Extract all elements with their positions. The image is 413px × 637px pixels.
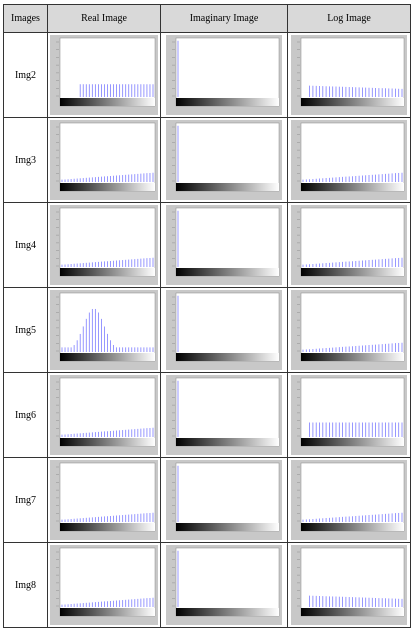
histogram-thumbnail xyxy=(50,460,158,540)
gray-bar xyxy=(301,183,404,191)
histogram-thumbnail xyxy=(291,375,407,455)
image-cell xyxy=(47,457,161,543)
row-label: Img4 xyxy=(3,202,48,288)
plot-area xyxy=(175,207,280,277)
image-cell xyxy=(47,287,161,373)
image-cell xyxy=(160,457,288,543)
gray-bar xyxy=(301,438,404,446)
gray-bar xyxy=(176,523,279,531)
histogram-thumbnail xyxy=(166,290,282,370)
histogram-thumbnail xyxy=(50,35,158,115)
histogram-thumbnail xyxy=(50,545,158,625)
table-body: Img2 Img3 Img4 Img5 Img6 Img7 Img8 xyxy=(3,32,411,628)
image-cell xyxy=(160,32,288,118)
histogram-thumbnail xyxy=(50,120,158,200)
histogram-thumbnail xyxy=(291,545,407,625)
table-row: Img3 xyxy=(3,117,411,203)
plot-area xyxy=(175,547,280,617)
table-row: Img8 xyxy=(3,542,411,628)
row-label: Img6 xyxy=(3,372,48,458)
image-cell xyxy=(47,117,161,203)
column-header: Images xyxy=(3,4,48,33)
gray-bar xyxy=(176,268,279,276)
gray-bar xyxy=(60,438,155,446)
table-row: Img2 xyxy=(3,32,411,118)
histogram-thumbnail xyxy=(166,460,282,540)
gray-bar xyxy=(301,98,404,106)
row-label: Img7 xyxy=(3,457,48,543)
histogram-thumbnail xyxy=(50,375,158,455)
histogram-thumbnail xyxy=(291,120,407,200)
histogram-thumbnail xyxy=(291,290,407,370)
image-cell xyxy=(287,32,411,118)
gray-bar xyxy=(176,183,279,191)
table-row: Img7 xyxy=(3,457,411,543)
column-header: Imaginary Image xyxy=(160,4,288,33)
gray-bar xyxy=(60,183,155,191)
plot-area xyxy=(175,122,280,192)
histogram-thumbnail xyxy=(166,375,282,455)
table-row: Img6 xyxy=(3,372,411,458)
gray-bar xyxy=(301,523,404,531)
image-cell xyxy=(47,202,161,288)
gray-bar xyxy=(176,353,279,361)
header-row: Images Real Image Imaginary Image Log Image xyxy=(3,4,411,33)
gray-bar xyxy=(176,438,279,446)
gray-bar xyxy=(176,98,279,106)
image-cell xyxy=(47,372,161,458)
image-cell xyxy=(160,117,288,203)
image-cell xyxy=(287,202,411,288)
gray-bar xyxy=(60,523,155,531)
gray-bar xyxy=(60,608,155,616)
gray-bar xyxy=(301,608,404,616)
plot-area xyxy=(175,292,280,362)
image-cell xyxy=(287,457,411,543)
table-row: Img5 xyxy=(3,287,411,373)
gray-bar xyxy=(301,353,404,361)
gray-bar xyxy=(301,268,404,276)
histogram-thumbnail xyxy=(166,120,282,200)
histogram-thumbnail xyxy=(291,205,407,285)
row-label: Img3 xyxy=(3,117,48,203)
histogram-table: Images Real Image Imaginary Image Log Image… xyxy=(3,4,411,628)
plot-area xyxy=(175,37,280,107)
plot-area xyxy=(300,547,405,617)
histogram-thumbnail xyxy=(291,460,407,540)
image-cell xyxy=(47,32,161,118)
row-label: Img5 xyxy=(3,287,48,373)
column-header: Log Image xyxy=(287,4,411,33)
image-cell xyxy=(287,287,411,373)
gray-bar xyxy=(60,268,155,276)
plot-area xyxy=(175,377,280,447)
row-label: Img2 xyxy=(3,32,48,118)
column-header: Real Image xyxy=(47,4,161,33)
histogram-thumbnail xyxy=(166,35,282,115)
image-cell xyxy=(287,372,411,458)
image-cell xyxy=(160,372,288,458)
histogram-thumbnail xyxy=(50,205,158,285)
image-cell xyxy=(287,542,411,628)
image-cell xyxy=(47,542,161,628)
gray-bar xyxy=(176,608,279,616)
plot-area xyxy=(175,462,280,532)
histogram-thumbnail xyxy=(166,545,282,625)
image-cell xyxy=(160,542,288,628)
image-cell xyxy=(160,202,288,288)
gray-bar xyxy=(60,353,155,361)
histogram-thumbnail xyxy=(291,35,407,115)
image-cell xyxy=(287,117,411,203)
gray-bar xyxy=(60,98,155,106)
table-row: Img4 xyxy=(3,202,411,288)
image-cell xyxy=(160,287,288,373)
histogram-thumbnail xyxy=(166,205,282,285)
histogram-thumbnail xyxy=(50,290,158,370)
row-label: Img8 xyxy=(3,542,48,628)
